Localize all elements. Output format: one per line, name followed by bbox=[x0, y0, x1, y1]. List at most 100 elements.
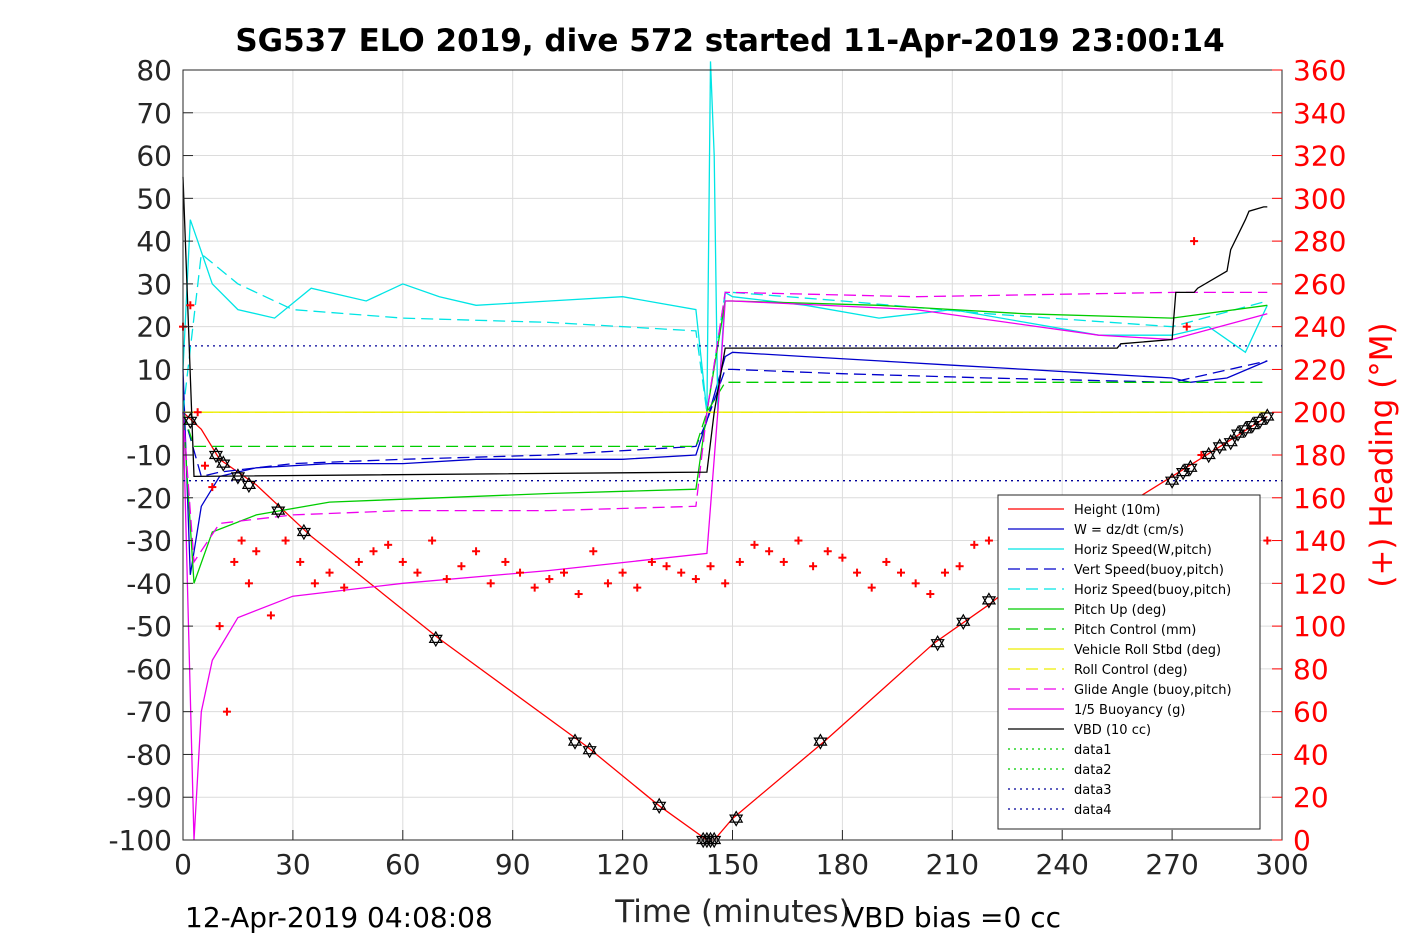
y-right-tick-label: 360 bbox=[1293, 54, 1346, 87]
series-line-vert-speed-buoy-pitch- bbox=[182, 360, 1268, 478]
dive-point bbox=[729, 810, 744, 827]
legend-label: VBD (10 cc) bbox=[1074, 723, 1151, 738]
legend-label: 1/5 Buoyancy (g) bbox=[1074, 703, 1185, 718]
dive-point bbox=[1245, 416, 1260, 434]
heading-point bbox=[926, 590, 935, 599]
heading-point bbox=[853, 568, 862, 577]
dive-marker-up bbox=[183, 412, 198, 425]
dive-point bbox=[208, 446, 224, 464]
dive-marker-up bbox=[813, 733, 828, 746]
y-right-tick-label: 20 bbox=[1293, 781, 1329, 814]
heading-point bbox=[193, 408, 202, 417]
y-tick-label: 0 bbox=[154, 396, 172, 429]
heading-point bbox=[603, 579, 612, 588]
series-line-glide-angle-buoy-pitch- bbox=[182, 291, 1268, 564]
x-tick-label: 90 bbox=[495, 848, 531, 881]
dive-point bbox=[567, 733, 583, 750]
heading-point bbox=[882, 557, 891, 566]
dive-point bbox=[1175, 463, 1191, 481]
dive-point bbox=[241, 476, 257, 494]
dive-point bbox=[183, 412, 198, 430]
y-right-tick-label: 200 bbox=[1293, 396, 1346, 429]
y-tick-label: -70 bbox=[126, 696, 172, 729]
y-tick-label: 40 bbox=[136, 225, 172, 258]
dive-point bbox=[230, 468, 246, 485]
dive-marker-up bbox=[216, 455, 231, 468]
dive-marker-down bbox=[1230, 429, 1246, 442]
heading-point bbox=[897, 568, 906, 577]
heading-point bbox=[779, 557, 788, 566]
dive-point bbox=[1183, 459, 1198, 477]
y-tick-label: -80 bbox=[126, 738, 172, 771]
legend-label: Pitch Up (deg) bbox=[1074, 603, 1166, 618]
legend-box bbox=[997, 494, 1261, 830]
x-tick-label: 120 bbox=[596, 848, 649, 881]
heading-point bbox=[428, 536, 437, 545]
y-right-tick-label: 140 bbox=[1293, 525, 1346, 558]
heading-point bbox=[955, 562, 964, 571]
heading-point bbox=[677, 568, 686, 577]
dive-marker-down bbox=[1201, 450, 1216, 464]
dive-marker-down bbox=[956, 617, 971, 630]
dive-marker-up bbox=[241, 476, 257, 489]
heading-point bbox=[340, 583, 349, 592]
heading-point bbox=[472, 547, 481, 556]
dive-point bbox=[956, 613, 971, 630]
dive-marker-up bbox=[208, 446, 224, 460]
dive-marker-down bbox=[208, 450, 224, 464]
y-tick-label: -20 bbox=[126, 482, 172, 515]
heading-point bbox=[384, 540, 393, 549]
x-tick-label: 210 bbox=[926, 848, 979, 881]
legend-label: data4 bbox=[1074, 803, 1112, 818]
heading-point bbox=[186, 301, 195, 310]
x-tick-label: 240 bbox=[1035, 848, 1088, 881]
heading-point bbox=[838, 553, 847, 562]
y-right-tick-label: 0 bbox=[1293, 824, 1311, 857]
heading-point bbox=[230, 557, 239, 566]
heading-point bbox=[200, 461, 209, 470]
heading-point bbox=[398, 557, 407, 566]
y-tick-label: 70 bbox=[136, 97, 172, 130]
heading-point bbox=[530, 583, 539, 592]
heading-point bbox=[706, 562, 715, 571]
heading-point bbox=[589, 547, 598, 556]
heading-point bbox=[442, 575, 451, 584]
y-tick-label: 20 bbox=[136, 311, 172, 344]
y-right-tick-label: 300 bbox=[1293, 182, 1346, 215]
dive-marker-down bbox=[230, 472, 246, 485]
dive-marker-up bbox=[271, 502, 286, 515]
dive-marker-down bbox=[1164, 476, 1180, 489]
dive-marker-down bbox=[271, 506, 286, 519]
y-tick-label: 30 bbox=[136, 268, 172, 301]
dive-marker-up bbox=[1223, 433, 1238, 447]
heading-point bbox=[574, 590, 583, 599]
heading-point bbox=[222, 707, 231, 716]
heading-point bbox=[457, 562, 466, 571]
legend-label: data1 bbox=[1074, 743, 1112, 758]
x-tick-label: 150 bbox=[706, 848, 759, 881]
y-right-tick-label: 220 bbox=[1293, 353, 1346, 386]
y-tick-label: -50 bbox=[126, 610, 172, 643]
series-line-pitch-up-deg- bbox=[182, 300, 1268, 584]
heading-point bbox=[1190, 237, 1199, 246]
legend-label: W = dz/dt (cm/s) bbox=[1074, 523, 1184, 538]
tick-labels: 0 30 60 90 120 150 180 210 240 270 300-100-90-80-7… bbox=[108, 54, 1346, 881]
dive-marker-up bbox=[1245, 416, 1260, 430]
legend-label: Horiz Speed(W,pitch) bbox=[1074, 543, 1212, 558]
heading-point bbox=[794, 536, 803, 545]
dive-marker-up bbox=[1260, 408, 1275, 421]
dive-marker-down bbox=[428, 634, 443, 648]
y-tick-label: -10 bbox=[126, 439, 172, 472]
heading-point bbox=[750, 540, 759, 549]
dive-point bbox=[1252, 412, 1268, 430]
series-line-pitch-control-mm- bbox=[182, 381, 1268, 448]
heading-point bbox=[244, 579, 253, 588]
heading-point bbox=[215, 622, 224, 631]
dive-marker-down bbox=[813, 737, 828, 750]
dive-point bbox=[1164, 472, 1180, 489]
heading-point bbox=[633, 583, 642, 592]
dive-marker-down bbox=[296, 527, 312, 541]
dive-marker-down bbox=[582, 746, 597, 759]
heading-point bbox=[823, 547, 832, 556]
y-tick-label: 10 bbox=[136, 353, 172, 386]
